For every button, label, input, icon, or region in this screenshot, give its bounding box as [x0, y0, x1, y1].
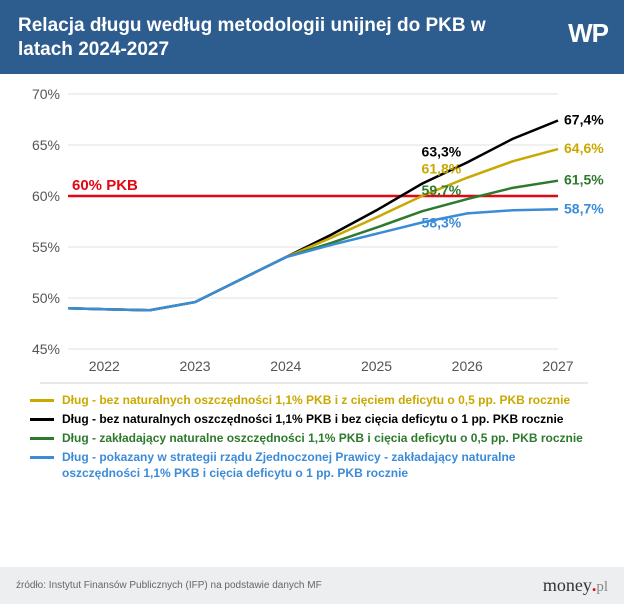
series-label: 61,5%	[564, 171, 604, 187]
y-tick-label: 60%	[32, 188, 60, 204]
series-label: 67,4%	[564, 111, 604, 127]
brand-main: money	[543, 575, 592, 595]
x-tick-label: 2024	[270, 358, 301, 374]
series-label: 63,3%	[422, 143, 462, 159]
legend-swatch	[30, 437, 54, 440]
footer: źródło: Instytut Finansów Publicznych (I…	[0, 567, 624, 604]
series-blue	[68, 209, 558, 310]
legend-item: Dług - bez naturalnych oszczędności 1,1%…	[30, 392, 594, 408]
y-tick-label: 50%	[32, 290, 60, 306]
series-label: 59,7%	[422, 182, 462, 198]
y-tick-label: 55%	[32, 239, 60, 255]
reference-label: 60% PKB	[72, 177, 138, 194]
series-yellow	[68, 149, 558, 310]
legend-text: Dług - pokazany w strategii rządu Zjedno…	[62, 449, 594, 481]
y-tick-label: 70%	[32, 86, 60, 102]
x-tick-label: 2023	[179, 358, 210, 374]
legend-text: Dług - bez naturalnych oszczędności 1,1%…	[62, 392, 570, 408]
y-tick-label: 65%	[32, 137, 60, 153]
y-tick-label: 45%	[32, 341, 60, 357]
series-black	[68, 120, 558, 310]
source-text: źródło: Instytut Finansów Publicznych (I…	[16, 580, 322, 591]
legend-text: Dług - zakładający naturalne oszczędnośc…	[62, 430, 583, 446]
legend: Dług - bez naturalnych oszczędności 1,1%…	[0, 384, 624, 482]
x-tick-label: 2025	[361, 358, 392, 374]
chart-card: Relacja długu według metodologii unijnej…	[0, 0, 624, 604]
legend-swatch	[30, 399, 54, 402]
wp-logo: WP	[568, 18, 608, 49]
legend-swatch	[30, 456, 54, 459]
chart-area: 45% 50% 55% 60% 65% 70% 60% PKB 2022 2023 2024 202…	[0, 74, 624, 384]
legend-item: Dług - pokazany w strategii rządu Zjedno…	[30, 449, 594, 481]
series-label: 58,7%	[564, 200, 604, 216]
header: Relacja długu według metodologii unijnej…	[0, 0, 624, 74]
chart-title: Relacja długu według metodologii unijnej…	[18, 14, 538, 62]
brand-tld: pl	[596, 579, 608, 595]
series-label: 61,8%	[422, 160, 462, 176]
series-label: 58,3%	[422, 214, 462, 230]
series-label: 64,6%	[564, 140, 604, 156]
x-tick-label: 2027	[542, 358, 573, 374]
legend-item: Dług - bez naturalnych oszczędności 1,1%…	[30, 411, 594, 427]
x-tick-label: 2022	[89, 358, 120, 374]
x-tick-label: 2026	[452, 358, 483, 374]
legend-text: Dług - bez naturalnych oszczędności 1,1%…	[62, 411, 563, 427]
legend-swatch	[30, 418, 54, 421]
line-chart: 45% 50% 55% 60% 65% 70% 60% PKB 2022 2023 2024 202…	[18, 84, 606, 384]
brand-logo: money.pl	[543, 575, 608, 596]
legend-item: Dług - zakładający naturalne oszczędnośc…	[30, 430, 594, 446]
